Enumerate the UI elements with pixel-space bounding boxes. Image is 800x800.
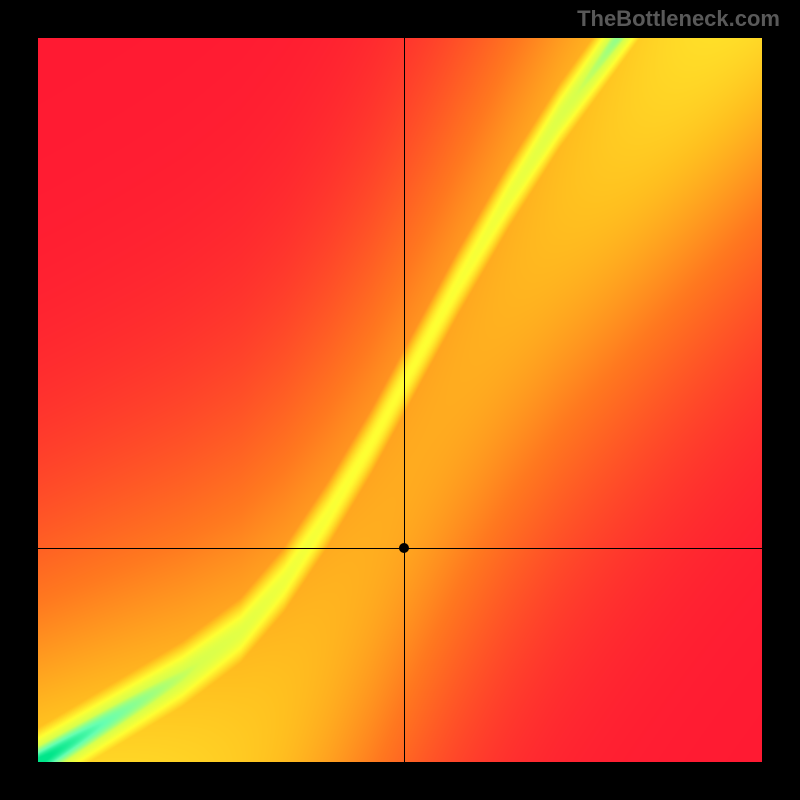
heatmap-plot-area <box>38 38 762 762</box>
heatmap-canvas <box>38 38 762 762</box>
watermark-text: TheBottleneck.com <box>577 6 780 32</box>
crosshair-vertical-line <box>404 38 405 762</box>
crosshair-marker-dot <box>399 543 409 553</box>
